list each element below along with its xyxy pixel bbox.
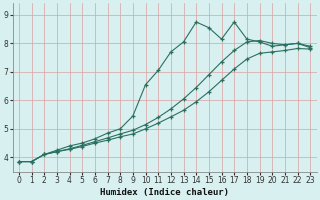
X-axis label: Humidex (Indice chaleur): Humidex (Indice chaleur) [100, 188, 229, 197]
